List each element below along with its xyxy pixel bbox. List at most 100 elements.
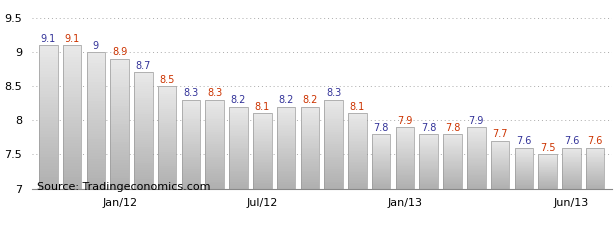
Bar: [395, 154, 414, 155]
Bar: [39, 134, 57, 137]
Bar: [253, 170, 272, 172]
Bar: [562, 177, 581, 178]
Bar: [277, 179, 295, 180]
Bar: [491, 175, 509, 176]
Bar: [444, 176, 462, 177]
Bar: [182, 182, 200, 183]
Bar: [206, 114, 224, 116]
Bar: [229, 154, 248, 156]
Bar: [538, 169, 557, 170]
Bar: [372, 171, 391, 172]
Bar: [253, 176, 272, 178]
Bar: [87, 109, 105, 112]
Bar: [63, 71, 81, 74]
Bar: [253, 118, 272, 119]
Bar: [562, 156, 581, 157]
Text: 8.1: 8.1: [254, 102, 270, 112]
Bar: [514, 181, 533, 182]
Bar: [277, 151, 295, 152]
Bar: [63, 74, 81, 77]
Bar: [87, 88, 105, 90]
Bar: [206, 134, 224, 135]
Bar: [39, 128, 57, 131]
Bar: [514, 157, 533, 158]
Bar: [206, 167, 224, 169]
Bar: [419, 134, 438, 189]
Bar: [538, 165, 557, 166]
Bar: [372, 142, 391, 143]
Bar: [110, 79, 129, 82]
Bar: [395, 179, 414, 180]
Bar: [134, 147, 153, 149]
Bar: [182, 162, 200, 164]
Bar: [491, 143, 509, 144]
Bar: [325, 180, 343, 182]
Bar: [39, 82, 57, 85]
Bar: [562, 148, 581, 189]
Bar: [206, 182, 224, 183]
Bar: [63, 123, 81, 125]
Bar: [467, 127, 485, 128]
Bar: [348, 154, 367, 155]
Bar: [491, 142, 509, 143]
Bar: [562, 149, 581, 150]
Bar: [39, 45, 57, 48]
Bar: [229, 131, 248, 133]
Bar: [467, 177, 485, 179]
Bar: [467, 148, 485, 149]
Bar: [372, 156, 391, 157]
Bar: [63, 151, 81, 154]
Bar: [253, 130, 272, 131]
Bar: [444, 179, 462, 180]
Bar: [395, 158, 414, 159]
Bar: [372, 144, 391, 145]
Bar: [158, 131, 176, 133]
Bar: [134, 119, 153, 121]
Bar: [467, 159, 485, 160]
Bar: [63, 137, 81, 140]
Bar: [182, 119, 200, 121]
Bar: [182, 121, 200, 123]
Bar: [87, 139, 105, 142]
Bar: [348, 181, 367, 183]
Bar: [158, 106, 176, 109]
Bar: [277, 121, 295, 123]
Bar: [514, 171, 533, 172]
Text: 8.3: 8.3: [326, 88, 341, 98]
Bar: [301, 123, 319, 125]
Bar: [372, 183, 391, 184]
Bar: [134, 137, 153, 140]
Bar: [325, 182, 343, 183]
Bar: [277, 131, 295, 133]
Bar: [87, 153, 105, 156]
Bar: [395, 187, 414, 189]
Bar: [63, 57, 81, 60]
Bar: [206, 171, 224, 173]
Bar: [467, 182, 485, 184]
Bar: [301, 176, 319, 177]
Bar: [39, 71, 57, 74]
Bar: [491, 153, 509, 154]
Bar: [419, 170, 438, 171]
Bar: [419, 156, 438, 157]
Bar: [253, 154, 272, 155]
Bar: [229, 174, 248, 176]
Bar: [348, 148, 367, 149]
Bar: [182, 151, 200, 153]
Bar: [372, 169, 391, 170]
Bar: [158, 174, 176, 176]
Bar: [444, 163, 462, 164]
Bar: [277, 126, 295, 128]
Text: 8.1: 8.1: [350, 102, 365, 112]
Bar: [562, 175, 581, 176]
Bar: [87, 183, 105, 186]
Bar: [277, 156, 295, 158]
Bar: [395, 138, 414, 140]
Bar: [253, 125, 272, 127]
Bar: [253, 169, 272, 171]
Bar: [134, 117, 153, 119]
Bar: [134, 156, 153, 158]
Bar: [253, 127, 272, 128]
Bar: [253, 166, 272, 167]
Bar: [206, 125, 224, 126]
